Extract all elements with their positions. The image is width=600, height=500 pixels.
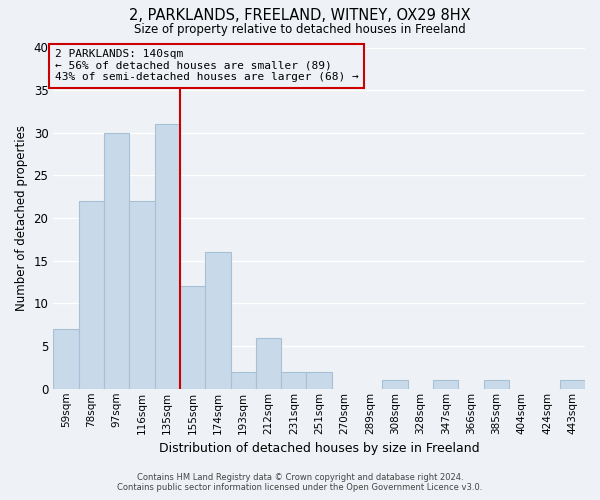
Bar [433, 380, 458, 389]
Bar [79, 201, 104, 389]
Bar [129, 201, 155, 389]
Bar [53, 329, 79, 389]
Y-axis label: Number of detached properties: Number of detached properties [15, 125, 28, 311]
Text: 2, PARKLANDS, FREELAND, WITNEY, OX29 8HX: 2, PARKLANDS, FREELAND, WITNEY, OX29 8HX [129, 8, 471, 22]
Bar [560, 380, 585, 389]
Text: Contains HM Land Registry data © Crown copyright and database right 2024.
Contai: Contains HM Land Registry data © Crown c… [118, 473, 482, 492]
Bar [484, 380, 509, 389]
Bar [104, 133, 129, 389]
Text: 2 PARKLANDS: 140sqm
← 56% of detached houses are smaller (89)
43% of semi-detach: 2 PARKLANDS: 140sqm ← 56% of detached ho… [55, 49, 358, 82]
X-axis label: Distribution of detached houses by size in Freeland: Distribution of detached houses by size … [159, 442, 479, 455]
Bar [155, 124, 180, 389]
Text: Size of property relative to detached houses in Freeland: Size of property relative to detached ho… [134, 22, 466, 36]
Bar [281, 372, 307, 389]
Bar [180, 286, 205, 389]
Bar [230, 372, 256, 389]
Bar [382, 380, 408, 389]
Bar [307, 372, 332, 389]
Bar [256, 338, 281, 389]
Bar [205, 252, 230, 389]
